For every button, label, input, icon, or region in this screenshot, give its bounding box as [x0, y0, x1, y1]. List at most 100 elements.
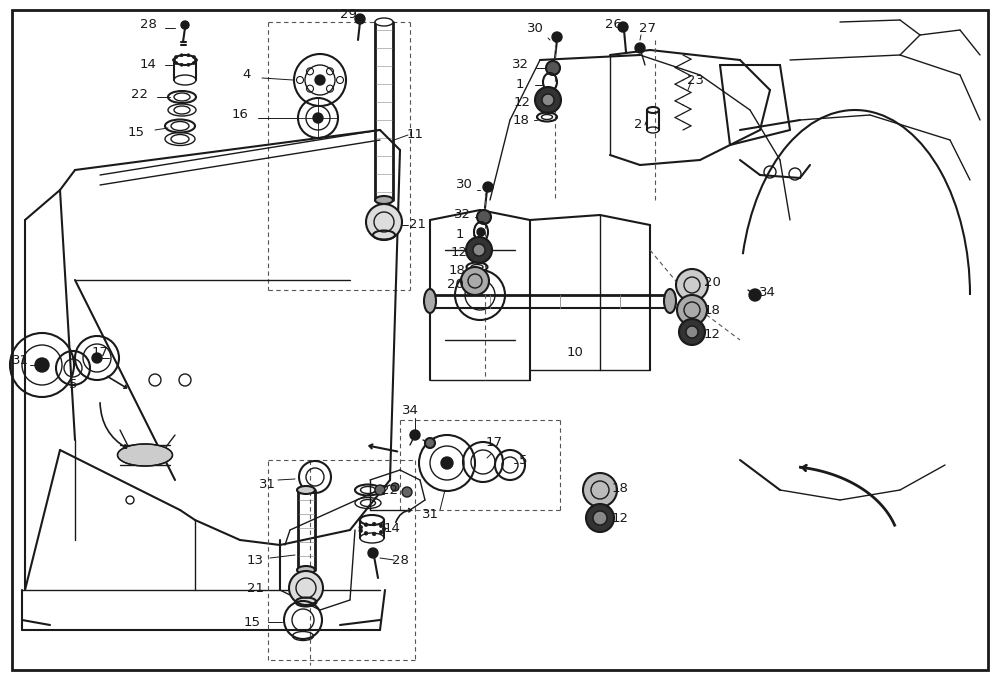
Circle shape: [187, 54, 190, 56]
Circle shape: [586, 504, 614, 532]
Text: 17: 17: [92, 347, 108, 360]
Circle shape: [289, 571, 323, 605]
Text: 30: 30: [456, 178, 472, 192]
Circle shape: [175, 56, 178, 58]
Ellipse shape: [297, 486, 315, 494]
Circle shape: [315, 75, 325, 85]
Text: 22: 22: [132, 88, 148, 101]
Text: 10: 10: [567, 345, 583, 358]
Text: 11: 11: [406, 129, 424, 141]
Text: 30: 30: [527, 22, 543, 35]
Circle shape: [618, 22, 628, 32]
Circle shape: [175, 61, 178, 65]
Text: 20: 20: [447, 279, 463, 292]
Circle shape: [441, 457, 453, 469]
Text: 21: 21: [246, 581, 264, 594]
Circle shape: [477, 210, 491, 224]
Text: 14: 14: [384, 522, 400, 534]
Text: 21: 21: [409, 218, 426, 231]
Circle shape: [410, 430, 420, 440]
Text: 34: 34: [402, 403, 418, 416]
Text: 12: 12: [704, 328, 720, 341]
Circle shape: [375, 485, 385, 495]
Circle shape: [359, 529, 363, 532]
Circle shape: [461, 267, 489, 295]
Text: 26: 26: [605, 18, 621, 31]
Circle shape: [542, 94, 554, 106]
Circle shape: [364, 532, 368, 535]
Circle shape: [194, 58, 198, 61]
Text: 31: 31: [12, 354, 28, 367]
Circle shape: [425, 438, 435, 448]
Circle shape: [473, 244, 485, 256]
Text: 16: 16: [232, 109, 248, 122]
Circle shape: [466, 237, 492, 263]
Text: 17: 17: [486, 435, 503, 449]
Circle shape: [364, 523, 368, 526]
Circle shape: [192, 61, 195, 65]
Circle shape: [686, 326, 698, 338]
Circle shape: [180, 54, 183, 56]
Text: 5: 5: [69, 379, 77, 392]
Text: 13: 13: [246, 554, 264, 566]
Circle shape: [379, 530, 383, 534]
Text: 22: 22: [382, 483, 398, 496]
Text: 28: 28: [140, 18, 156, 31]
Text: 29: 29: [340, 7, 356, 20]
Text: 4: 4: [243, 69, 251, 82]
Circle shape: [483, 182, 493, 192]
Circle shape: [583, 473, 617, 507]
Circle shape: [187, 63, 190, 66]
Text: 32: 32: [512, 58, 528, 71]
Text: 34: 34: [759, 286, 775, 299]
Circle shape: [677, 295, 707, 325]
Text: 23: 23: [686, 73, 704, 86]
Text: 18: 18: [612, 481, 628, 494]
Circle shape: [368, 548, 378, 558]
Ellipse shape: [297, 566, 315, 574]
Ellipse shape: [375, 18, 393, 26]
Text: 5: 5: [519, 454, 527, 466]
Text: 27: 27: [639, 22, 656, 35]
Circle shape: [359, 526, 363, 529]
Circle shape: [366, 204, 402, 240]
Circle shape: [372, 532, 376, 536]
Text: 20: 20: [704, 277, 720, 290]
Text: 28: 28: [392, 554, 408, 566]
Text: 2: 2: [634, 118, 642, 131]
Circle shape: [372, 522, 376, 526]
Text: 18: 18: [449, 263, 465, 277]
Text: 1: 1: [516, 78, 524, 92]
Text: 14: 14: [140, 58, 156, 71]
Circle shape: [593, 511, 607, 525]
Circle shape: [180, 63, 183, 66]
Text: 15: 15: [244, 615, 260, 628]
Ellipse shape: [424, 289, 436, 313]
Circle shape: [313, 113, 323, 123]
Circle shape: [635, 43, 645, 53]
Text: 12: 12: [450, 247, 468, 260]
Ellipse shape: [664, 289, 676, 313]
Circle shape: [355, 14, 365, 24]
Circle shape: [173, 58, 176, 61]
Circle shape: [402, 487, 412, 497]
Circle shape: [477, 228, 485, 236]
Circle shape: [391, 483, 399, 491]
Circle shape: [552, 32, 562, 42]
Circle shape: [35, 358, 49, 372]
Circle shape: [92, 353, 102, 363]
Text: 18: 18: [704, 303, 720, 316]
Text: 12: 12: [612, 511, 629, 524]
Circle shape: [749, 289, 761, 301]
Text: 31: 31: [422, 509, 438, 522]
Ellipse shape: [375, 196, 393, 204]
Circle shape: [676, 269, 708, 301]
Ellipse shape: [118, 444, 173, 466]
Text: 12: 12: [514, 97, 530, 109]
Text: 18: 18: [513, 114, 529, 126]
Circle shape: [379, 524, 383, 528]
Circle shape: [535, 87, 561, 113]
Text: 32: 32: [454, 209, 471, 222]
Text: 31: 31: [258, 479, 276, 492]
Circle shape: [181, 21, 189, 29]
